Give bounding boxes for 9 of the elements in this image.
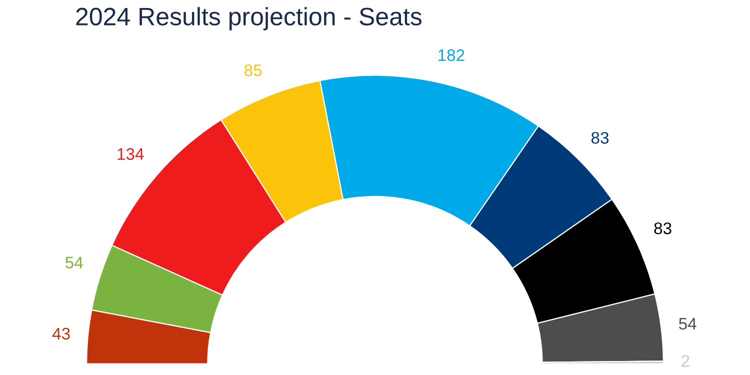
data-label: 85 bbox=[244, 64, 262, 76]
data-label: 182 bbox=[438, 49, 464, 62]
data-label: 54 bbox=[678, 318, 696, 330]
data-label: 43 bbox=[52, 328, 70, 340]
data-label: 54 bbox=[66, 256, 83, 269]
data-label: 83 bbox=[654, 222, 672, 234]
data-label: 83 bbox=[591, 132, 609, 144]
chart-title: 2024 Results projection - Seats bbox=[76, 7, 422, 30]
data-label: 134 bbox=[118, 148, 144, 160]
